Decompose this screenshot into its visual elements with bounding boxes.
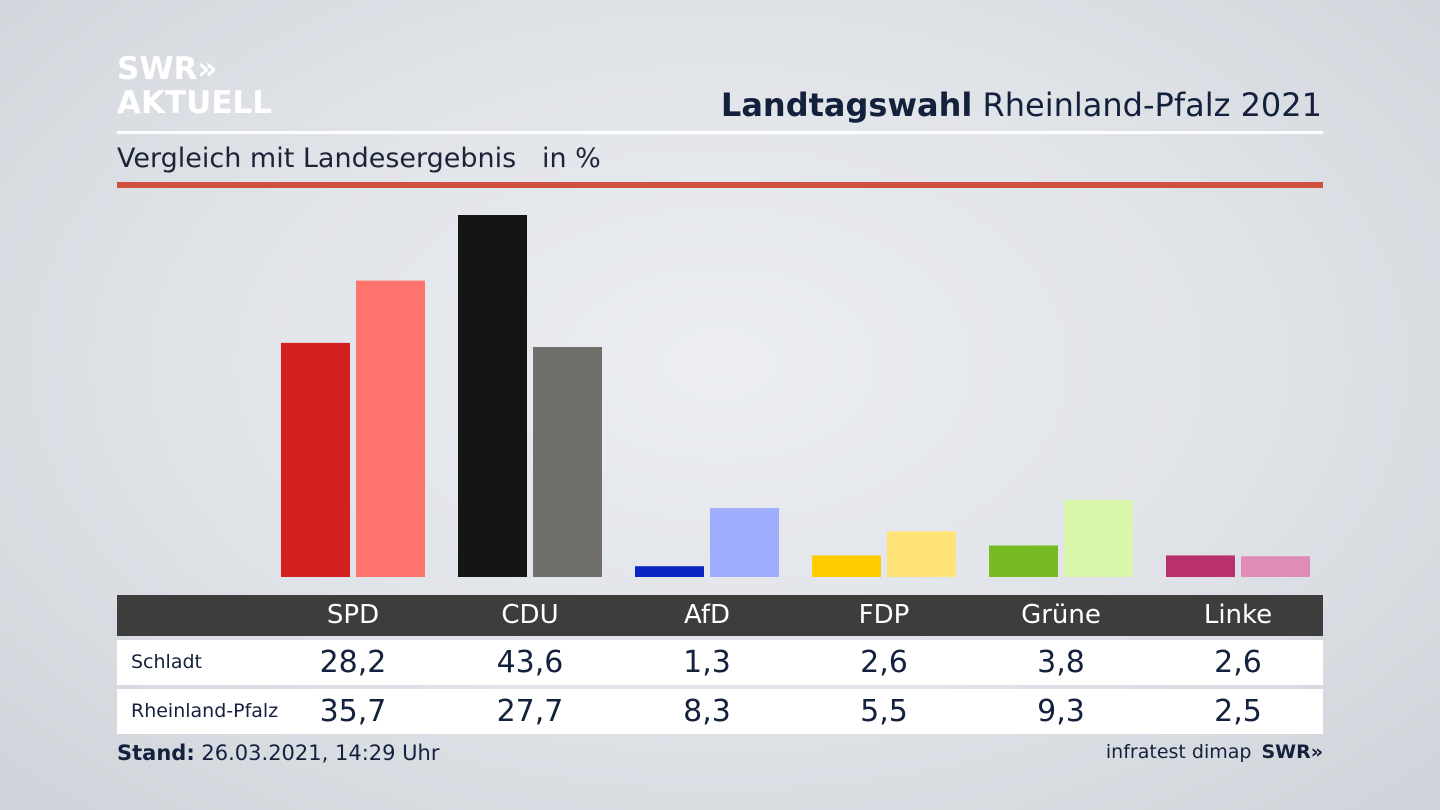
subtitle-text: Vergleich mit Landesergebnis [117, 143, 517, 174]
column-header-grüne: Grüne [1021, 600, 1101, 630]
swr-aktuell-logo: SWR» AKTUELL [117, 54, 272, 119]
bar-spd-state [356, 280, 425, 577]
logo-line-2: AKTUELL [117, 85, 273, 121]
bar-cdu-local [458, 215, 527, 577]
timestamp: Stand: 26.03.2021, 14:29 Uhr [117, 741, 440, 765]
data-label-afd: 1,3 [683, 645, 731, 680]
chart-subtitle: Vergleich mit Landesergebnis in % [117, 143, 601, 174]
data-label-fdp: 2,6 [860, 645, 908, 680]
table-row: Schladt 28,2 43,6 1,3 2,6 3,8 2,6 [117, 640, 1323, 685]
bar-fdp-local [812, 555, 881, 577]
source-text: infratest dimap [1105, 741, 1252, 763]
column-header-afd: AfD [683, 600, 731, 630]
column-header-spd: SPD [326, 600, 380, 630]
column-header-linke: Linke [1203, 600, 1273, 630]
bar-spd-local [281, 342, 350, 577]
data-label-afd: 8,3 [683, 694, 731, 729]
bar-afd-state [710, 508, 779, 577]
bar-cdu-state [533, 347, 602, 577]
stand-label: Stand: [117, 741, 195, 765]
bar-linke-local [1166, 555, 1235, 577]
title-rest: Rheinland-Pfalz 2021 [972, 86, 1322, 124]
data-label-fdp: 5,5 [860, 694, 908, 729]
bar-fdp-state [887, 531, 956, 577]
row-label: Schladt [131, 651, 202, 673]
accent-divider [117, 182, 1323, 188]
title-bold: Landtagswahl [720, 86, 973, 124]
bar-grüne-local [989, 545, 1058, 577]
bar-linke-state [1241, 556, 1310, 577]
data-label-linke: 2,6 [1214, 645, 1262, 680]
stand-value: 26.03.2021, 14:29 Uhr [194, 741, 440, 765]
data-label-cdu: 43,6 [496, 645, 564, 680]
row-label: Rheinland-Pfalz [131, 700, 279, 722]
page-title: Landtagswahl Rheinland-Pfalz 2021 [721, 86, 1322, 124]
data-label-grüne: 9,3 [1037, 694, 1085, 729]
swr-logo-small: SWR» [1261, 741, 1323, 763]
data-label-cdu: 27,7 [496, 694, 564, 729]
table-row: Rheinland-Pfalz 35,7 27,7 8,3 5,5 9,3 2,5 [117, 689, 1323, 734]
source-credit: infratest dimap SWR» [1106, 741, 1323, 763]
data-label-spd: 28,2 [319, 645, 387, 680]
bar-chart [281, 215, 1310, 577]
results-table: SPD CDU AfD FDP Grüne Linke Schladt 28,2 43,6 1… [117, 595, 1323, 734]
subtitle-unit: in % [541, 143, 601, 174]
bar-afd-local [635, 566, 704, 577]
table-header: SPD CDU AfD FDP Grüne Linke [117, 595, 1323, 636]
data-label-spd: 35,7 [319, 694, 387, 729]
bar-grüne-state [1064, 499, 1133, 577]
data-label-linke: 2,5 [1214, 694, 1262, 729]
column-header-fdp: FDP [858, 600, 910, 630]
column-header-cdu: CDU [501, 600, 559, 630]
title-divider [117, 131, 1323, 134]
logo-line-1: SWR» [117, 51, 218, 87]
data-label-grüne: 3,8 [1037, 645, 1085, 680]
